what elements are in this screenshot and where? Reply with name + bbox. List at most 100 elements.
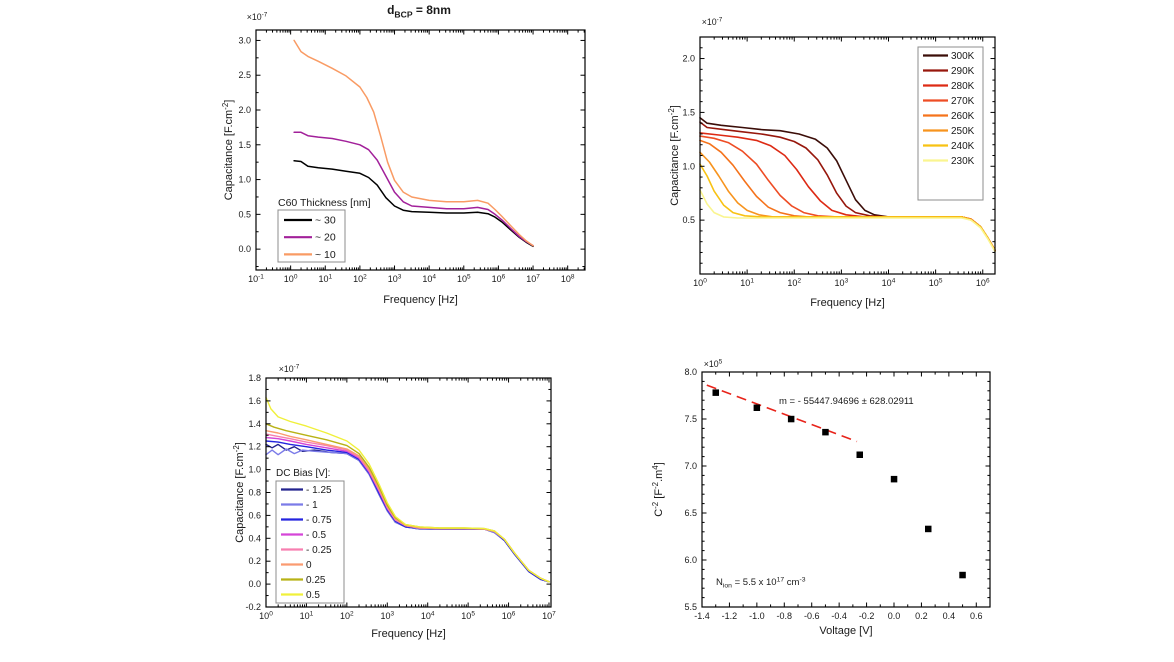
svg-text:106: 106: [502, 611, 516, 621]
svg-text:104: 104: [421, 611, 435, 621]
svg-text:1.8: 1.8: [248, 373, 261, 383]
svg-text:6.0: 6.0: [684, 555, 697, 565]
svg-text:1.0: 1.0: [238, 175, 251, 185]
svg-text:108: 108: [561, 274, 575, 284]
svg-text:2.0: 2.0: [238, 105, 251, 115]
svg-text:1.5: 1.5: [682, 107, 695, 117]
ion-density-annotation: Nion = 5.5 x 1017 cm-3: [716, 576, 806, 589]
svg-text:1.2: 1.2: [248, 442, 261, 452]
mott-schottky-plot-frame: [701, 371, 991, 608]
svg-text:0.0: 0.0: [248, 579, 261, 589]
temperature-series-230K: [699, 189, 996, 253]
svg-text:0.4: 0.4: [248, 533, 261, 543]
svg-text:102: 102: [787, 278, 801, 288]
c60-thickness-plot-frame: [255, 29, 586, 271]
svg-text:1.0: 1.0: [682, 161, 695, 171]
mott-schottky-scatter-points: [712, 389, 966, 579]
c60-thickness-series-30: [293, 160, 534, 248]
temperature-xaxis-label: Frequency [Hz]: [810, 297, 885, 309]
c60-thickness-axis-multiplier: ×10-7: [247, 12, 268, 22]
c60-thickness-title: dBCP = 8nm: [387, 3, 451, 19]
svg-text:101: 101: [300, 611, 314, 621]
svg-text:106: 106: [492, 274, 506, 284]
temperature-legend: 300K 290K 280K 270K 260K 250K 240K 230K: [917, 46, 984, 201]
legend-entry-label: 290K: [951, 66, 975, 77]
svg-text:0.8: 0.8: [248, 488, 261, 498]
slope-annotation: m = - 55447.94696 ± 628.02911: [779, 396, 914, 407]
svg-text:6.5: 6.5: [684, 508, 697, 518]
legend-entry-label: 260K: [951, 111, 975, 122]
data-point: [856, 451, 863, 458]
svg-text:107: 107: [526, 274, 540, 284]
legend-entry-label: 0: [306, 560, 312, 571]
dc-bias-legend-title: DC Bias [V]:: [276, 468, 330, 479]
mott-schottky-chart: -1.4 -1.2 -1.0 -0.8 -0.6 -0.4 -0.2 0.0 0.2 0.4 0.6…: [651, 359, 991, 637]
c60-thickness-series-20: [293, 131, 534, 247]
svg-text:106: 106: [976, 278, 990, 288]
svg-text:7.5: 7.5: [684, 414, 697, 424]
c60-thickness-capacitance-chart: 10-1 100 101 102 103 104 105 106 107 108 0.0 0.5 1.0…: [221, 3, 586, 306]
data-point: [959, 571, 966, 579]
svg-text:0.0: 0.0: [888, 611, 901, 621]
svg-text:5.5: 5.5: [684, 602, 697, 612]
legend-entry-label: ~ 30: [315, 215, 336, 227]
legend-entry-label: - 0.25: [306, 545, 332, 556]
svg-text:-0.2: -0.2: [859, 611, 875, 621]
data-point: [890, 475, 898, 483]
svg-text:107: 107: [542, 611, 556, 621]
dc-bias-yaxis-label: Capacitance [F.cm-2]: [232, 442, 246, 543]
svg-text:-1.0: -1.0: [749, 611, 765, 621]
legend-entry-label: 0.5: [306, 590, 320, 601]
mott-schottky-fit-line: [706, 384, 858, 443]
c60-thickness-xaxis-label: Frequency [Hz]: [383, 294, 458, 306]
svg-text:100: 100: [284, 274, 298, 284]
legend-entry-label: 230K: [951, 156, 975, 167]
legend-entry-label: 300K: [951, 51, 975, 62]
legend-entry-label: - 0.75: [306, 515, 332, 526]
svg-text:105: 105: [929, 278, 943, 288]
svg-text:8.0: 8.0: [684, 367, 697, 377]
svg-text:7.0: 7.0: [684, 461, 697, 471]
legend-entry-label: - 0.5: [306, 530, 326, 541]
svg-text:-1.4: -1.4: [694, 611, 710, 621]
legend-entry-label: - 1: [306, 500, 318, 511]
svg-text:-0.2: -0.2: [245, 602, 261, 612]
legend-entry-label: 0.25: [306, 575, 326, 586]
legend-entry-label: ~ 10: [315, 249, 336, 261]
svg-text:105: 105: [457, 274, 471, 284]
data-point: [787, 415, 795, 423]
svg-text:-0.4: -0.4: [831, 611, 847, 621]
svg-text:0.6: 0.6: [970, 611, 983, 621]
svg-text:-0.8: -0.8: [777, 611, 793, 621]
data-point: [712, 389, 719, 396]
svg-text:103: 103: [388, 274, 402, 284]
svg-text:100: 100: [259, 611, 273, 621]
temperature-legend-box: [917, 46, 984, 201]
dc-bias-xaxis-label: Frequency [Hz]: [371, 628, 446, 640]
c60-thickness-legend: C60 Thickness [nm] ~ 30 ~ 20 ~ 10: [277, 197, 371, 263]
svg-text:2.0: 2.0: [682, 54, 695, 64]
svg-text:104: 104: [422, 274, 436, 284]
legend-entry-label: ~ 20: [315, 232, 336, 244]
svg-text:105: 105: [461, 611, 475, 621]
svg-text:1.6: 1.6: [248, 396, 261, 406]
svg-text:-0.6: -0.6: [804, 611, 820, 621]
data-point: [822, 428, 829, 436]
svg-text:0.5: 0.5: [682, 215, 695, 225]
legend-entry-label: - 1.25: [306, 485, 332, 496]
data-point: [753, 404, 761, 411]
svg-text:3.0: 3.0: [238, 35, 251, 45]
svg-text:102: 102: [340, 611, 354, 621]
dc-bias-legend-box: [275, 480, 345, 604]
svg-text:101: 101: [740, 278, 754, 288]
legend-entry-label: 240K: [951, 141, 975, 152]
svg-text:0.0: 0.0: [238, 244, 251, 254]
temperature-axis-multiplier: ×10-7: [702, 17, 723, 27]
svg-text:101: 101: [318, 274, 332, 284]
mott-schottky-axis-multiplier: ×105: [704, 359, 723, 369]
svg-text:0.4: 0.4: [943, 611, 956, 621]
svg-text:2.5: 2.5: [238, 70, 251, 80]
svg-text:100: 100: [693, 278, 707, 288]
